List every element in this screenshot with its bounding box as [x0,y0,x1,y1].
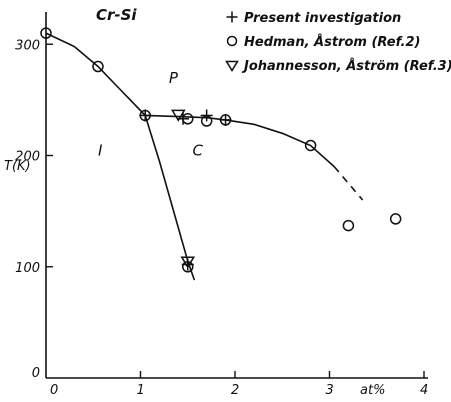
phase-boundary-curve [333,166,364,201]
data-point-plus [139,109,152,122]
data-point-circle [304,139,317,152]
axes [45,12,428,379]
data-point-circle [182,113,194,125]
legend: Present investigation Hedman, Åstrom (Ref… [225,11,451,74]
region-label: P [169,69,179,87]
data-point-circle [92,60,104,73]
data-points [40,27,402,273]
chart-title: Cr-Si [96,6,137,24]
data-point-circle [389,213,402,225]
legend-label: Present investigation [244,11,401,26]
data-point-circle [200,115,213,127]
x-tick-label: 2 [231,383,239,398]
data-point-circle [139,109,151,122]
legend-label: Hedman, Åstrom (Ref.2) [244,34,420,50]
y-axis-label: T(K) [4,159,31,174]
y-tick-label: 100 [15,261,40,276]
region-label: C [192,142,203,160]
x-axis-label: at% [360,383,385,398]
legend-label: Johannesson, Åström (Ref.3) [241,58,451,74]
data-point-triangle-down [180,256,196,269]
x-tick-label: 4 [420,383,428,398]
data-point-circle [182,261,194,273]
y-tick-label: 0 [32,366,40,381]
phase-boundary-curve [145,114,335,168]
data-point-plus [219,113,232,126]
x-tick-label: 1 [137,383,145,398]
legend-item: Johannesson, Åström (Ref.3) [225,58,451,74]
data-point-circle [342,219,355,232]
region-label: I [98,142,103,160]
legend-marker-circle [226,35,238,47]
legend-item: Hedman, Åstrom (Ref.2) [226,34,420,50]
y-tick-label: 200 [15,150,40,165]
legend-marker-triangle-down [225,60,239,72]
x-tick-label: 3 [326,383,334,398]
x-tick-label: 0 [50,383,58,398]
legend-item: Present investigation [226,11,401,26]
data-point-triangle-down [170,109,186,122]
region-labels: P I C [98,69,204,159]
tick-labels: 0 1 2 3 4 0 100 200 300 [15,38,428,398]
y-tick-label: 300 [15,38,40,53]
data-point-circle [219,114,232,126]
legend-marker-plus [226,11,238,23]
phase-boundary-curve [45,32,146,116]
data-point-circle [40,27,52,39]
phase-boundary-curve [144,115,196,281]
